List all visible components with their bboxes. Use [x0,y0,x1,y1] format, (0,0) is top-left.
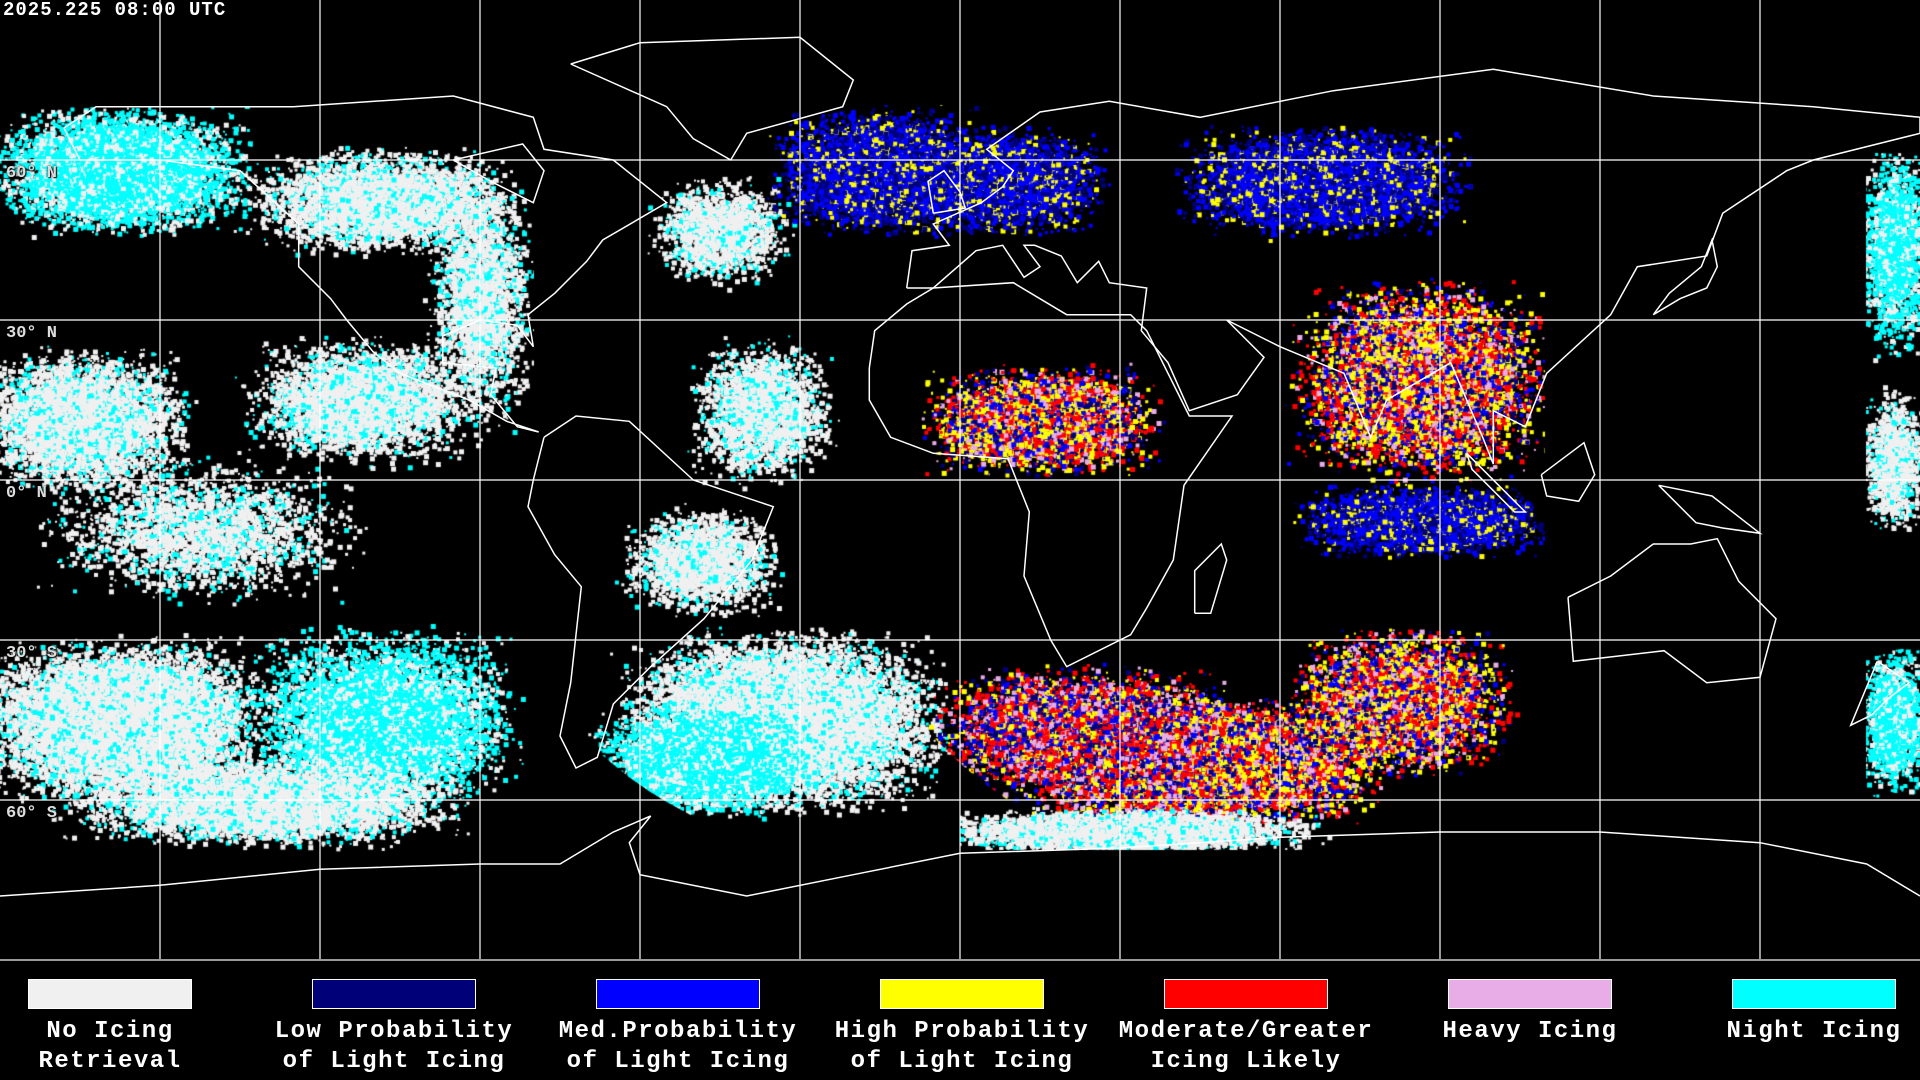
coastline-north-america [63,95,669,433]
legend-label-line1: Med.Probability [558,1018,798,1045]
map-overlay [0,0,1920,960]
coastline-greenland [570,36,855,162]
legend-label-line1: Night Icing [1726,1018,1902,1045]
legend-item-moderate-greater: Moderate/Greater Icing Likely [1104,979,1388,1077]
icing-map: 2025.225 08:00 UTC 60° N 30° N 0° N 30° … [0,0,1920,960]
lat-label-60n: 60° N [6,164,58,183]
legend-item-no-icing: No Icing Retrieval [0,979,252,1077]
legend-label-line1: No Icing [46,1018,174,1045]
coastline-hudson-bay [452,143,545,204]
map-legend-divider [0,959,1920,961]
legend-label-line1: Low Probability [274,1018,514,1045]
legend-label-line2: Retrieval [38,1048,182,1075]
lat-label-30s: 30° S [6,644,58,663]
legend-item-high-probability: High Probability of Light Icing [820,979,1104,1077]
legend-swatch [28,979,192,1009]
coastline-borneo [1540,441,1596,503]
coastline-new-guinea [1658,484,1763,535]
legend-swatch [596,979,760,1009]
legend: No Icing Retrieval Low Probability of Li… [0,961,1920,1080]
lat-label-60s: 60° S [6,804,58,823]
legend-item-low-probability: Low Probability of Light Icing [252,979,536,1077]
legend-label-line2: of Light Icing [566,1048,790,1075]
legend-item-night-icing: Night Icing [1672,979,1920,1047]
legend-swatch [880,979,1044,1009]
legend-label-line1: High Probability [834,1018,1090,1045]
coastline-south-america [527,415,775,770]
legend-swatch [312,979,476,1009]
coastlines [0,36,1920,897]
coastline-australia [1567,537,1777,684]
lat-label-0n: 0° N [6,484,47,503]
legend-label-line2: Icing Likely [1150,1048,1342,1075]
lat-lon-grid [0,0,1920,960]
coastline-japan [1652,237,1719,316]
legend-label-line1: Moderate/Greater [1118,1018,1374,1045]
coastline-new-zealand [1849,660,1911,727]
lat-label-30n: 30° N [6,324,58,343]
legend-item-heavy-icing: Heavy Icing [1388,979,1672,1047]
timestamp: 2025.225 08:00 UTC [3,0,227,21]
legend-label-line2: of Light Icing [282,1048,506,1075]
coastline-madagascar [1193,542,1228,615]
legend-swatch [1732,979,1896,1009]
legend-label-line1: Heavy Icing [1442,1018,1618,1045]
coastline-africa [868,281,1234,668]
legend-item-med-probability: Med.Probability of Light Icing [536,979,820,1077]
legend-swatch [1448,979,1612,1009]
coastline-sumatra [1465,452,1528,513]
coastline-eurasia [905,68,1920,465]
legend-label-line2: of Light Icing [850,1048,1074,1075]
legend-swatch [1164,979,1328,1009]
